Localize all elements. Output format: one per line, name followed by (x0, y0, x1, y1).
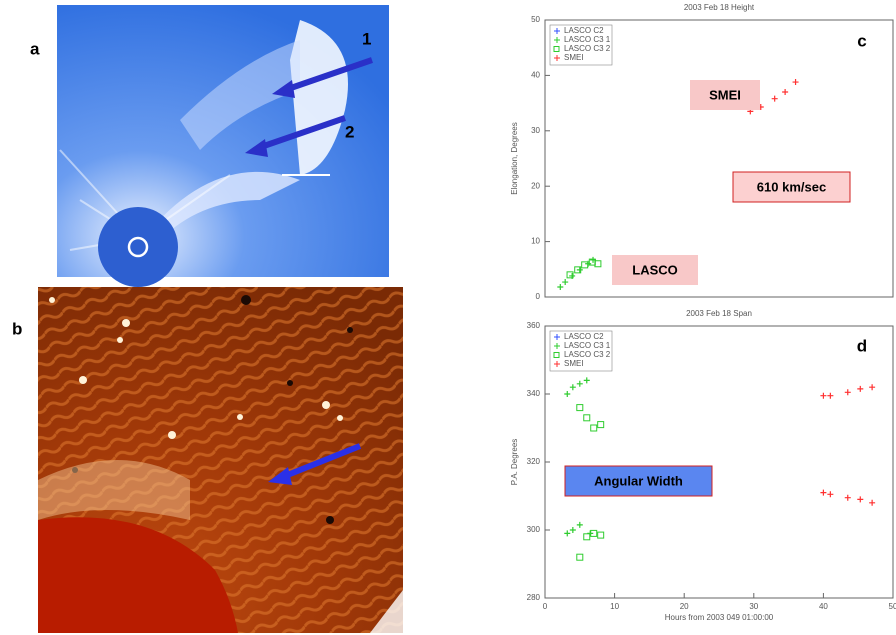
legend-label: LASCO C3 2 (564, 44, 611, 53)
point (598, 532, 604, 538)
point (869, 384, 875, 390)
y-tick-label: 280 (527, 593, 541, 602)
point (782, 89, 788, 95)
legend-label: SMEI (564, 359, 584, 368)
point (577, 405, 583, 411)
annotation: SMEI (709, 87, 741, 102)
point (584, 377, 590, 383)
point (562, 279, 568, 285)
point (577, 522, 583, 528)
point (827, 393, 833, 399)
chart-title: 2003 Feb 18 Height (684, 3, 755, 12)
image-b (38, 287, 403, 633)
x-tick-label: 50 (889, 602, 896, 611)
annotation: Angular Width (594, 473, 683, 488)
panel-label: c (857, 31, 866, 50)
image-a (57, 5, 389, 287)
point (820, 490, 826, 496)
legend-label: SMEI (564, 53, 584, 62)
point (845, 389, 851, 395)
point (582, 262, 588, 268)
point (570, 527, 576, 533)
point (772, 96, 778, 102)
y-axis-label: Elongation, Degrees (510, 122, 519, 195)
x-tick-label: 10 (610, 602, 619, 611)
point (827, 491, 833, 497)
arrow-label: 2 (345, 122, 354, 141)
figure: a b 1 2 2003 Feb 18 Height Elongation, Degree… (0, 0, 896, 635)
legend-label: LASCO C2 (564, 332, 604, 341)
point (577, 554, 583, 560)
arrow-label: 1 (362, 29, 371, 48)
y-tick-label: 320 (527, 457, 541, 466)
x-tick-label: 0 (543, 602, 548, 611)
y-tick-label: 360 (527, 321, 541, 330)
point (857, 496, 863, 502)
panel-label: a (30, 39, 40, 58)
point (869, 500, 875, 506)
y-tick-label: 0 (536, 292, 541, 301)
point (564, 530, 570, 536)
x-tick-label: 20 (680, 602, 689, 611)
y-tick-label: 300 (527, 525, 541, 534)
point (793, 79, 799, 85)
legend-label: LASCO C3 1 (564, 341, 611, 350)
point (584, 534, 590, 540)
point (820, 393, 826, 399)
x-tick-label: 40 (819, 602, 828, 611)
x-tick-label: 30 (749, 602, 758, 611)
point (564, 391, 570, 397)
figure-canvas: a b 1 2 2003 Feb 18 Height Elongation, Degree… (0, 0, 896, 635)
point (577, 381, 583, 387)
y-tick-label: 30 (531, 126, 540, 135)
x-axis-label: Hours from 2003 049 01:00:00 (665, 613, 774, 622)
panel-label: d (857, 336, 867, 355)
panel-label: b (12, 319, 22, 338)
point (557, 284, 563, 290)
y-tick-label: 50 (531, 15, 540, 24)
legend-label: LASCO C3 2 (564, 350, 611, 359)
y-tick-label: 340 (527, 389, 541, 398)
point (845, 495, 851, 501)
y-tick-label: 20 (531, 181, 540, 190)
y-tick-label: 10 (531, 237, 540, 246)
y-axis-label: P.A. Degrees (510, 439, 519, 486)
chart-title: 2003 Feb 18 Span (686, 309, 752, 318)
annotation: LASCO (632, 262, 678, 277)
point (591, 425, 597, 431)
annotation: 610 km/sec (757, 179, 826, 194)
point (598, 422, 604, 428)
point (857, 386, 863, 392)
legend-label: LASCO C3 1 (564, 35, 611, 44)
legend-label: LASCO C2 (564, 26, 604, 35)
point (584, 415, 590, 421)
point (570, 384, 576, 390)
y-tick-label: 40 (531, 71, 540, 80)
